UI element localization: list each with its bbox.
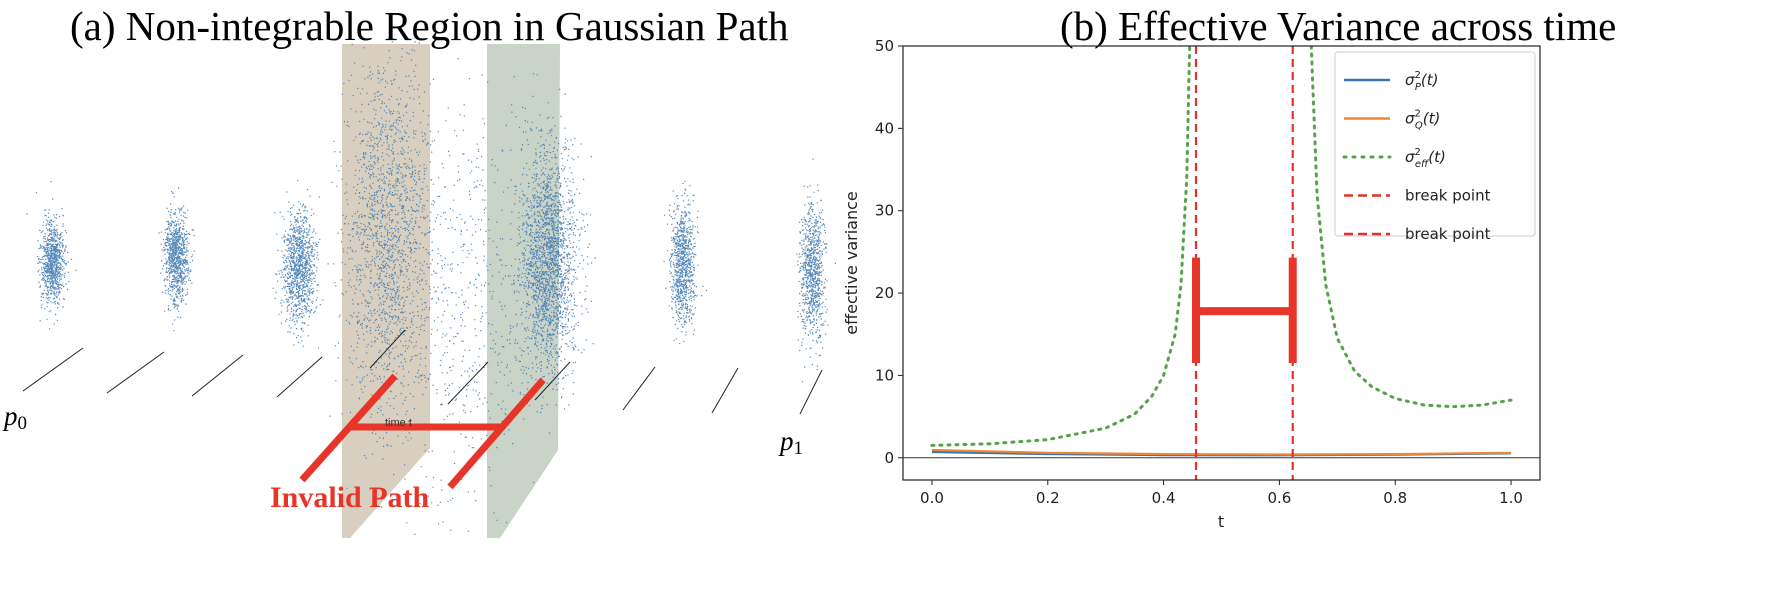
p0-label: p0: [2, 401, 27, 434]
svg-text:σ2P(t): σ2 P(t): [1405, 70, 1439, 93]
panel-b-title: (b) Effective Variance across time: [1060, 3, 1617, 49]
plane-right: [487, 44, 560, 538]
series-line-2-0: [930, 46, 1192, 447]
svg-text:σ2Q(t): σ2 Q(t): [1405, 109, 1440, 132]
series-line-0-0: [931, 450, 1512, 457]
point-cloud: [26, 41, 836, 535]
p1-label: p1: [778, 426, 803, 459]
time-label: time t: [385, 417, 412, 429]
scatter-points: [26, 41, 836, 535]
plot-frame: [902, 45, 1541, 481]
series-line-1-0: [931, 448, 1512, 456]
x-tick-label: 0.8: [1383, 489, 1407, 507]
x-tick-label: 0.0: [920, 489, 944, 507]
legend-entry: break point: [1344, 225, 1491, 243]
legend-entry: σ2 P(t): [1344, 70, 1439, 93]
svg-text:break point: break point: [1405, 225, 1491, 243]
panel-a-title: (a) Non-integrable Region in Gaussian Pa…: [70, 3, 789, 49]
legend: σ2 P(t) σ2 Q(t) σ2 eff(t) break point break poi…: [1334, 51, 1536, 243]
invalid-path-label: Invalid Path: [270, 481, 430, 514]
legend-entry: σ2 eff(t): [1342, 147, 1446, 170]
invalid-path-marker: [299, 373, 546, 490]
panel-a-illustration: time t Invalid Path p0 p1: [2, 41, 836, 538]
legend-box: [1334, 51, 1536, 237]
legend-entry: break point: [1344, 187, 1491, 205]
x-tick-label: 0.4: [1152, 489, 1176, 507]
svg-text:break point: break point: [1405, 187, 1491, 205]
x-axis-label: t: [1218, 512, 1224, 531]
x-tick-label: 1.0: [1499, 489, 1523, 507]
legend-entry: σ2 Q(t): [1344, 109, 1440, 132]
series-line-2-1: [1309, 46, 1513, 409]
x-tick-label: 0.6: [1267, 489, 1291, 507]
x-tick-label: 0.2: [1036, 489, 1060, 507]
time-axis-ticks: [22, 329, 823, 415]
interval-marker: [1192, 257, 1297, 364]
